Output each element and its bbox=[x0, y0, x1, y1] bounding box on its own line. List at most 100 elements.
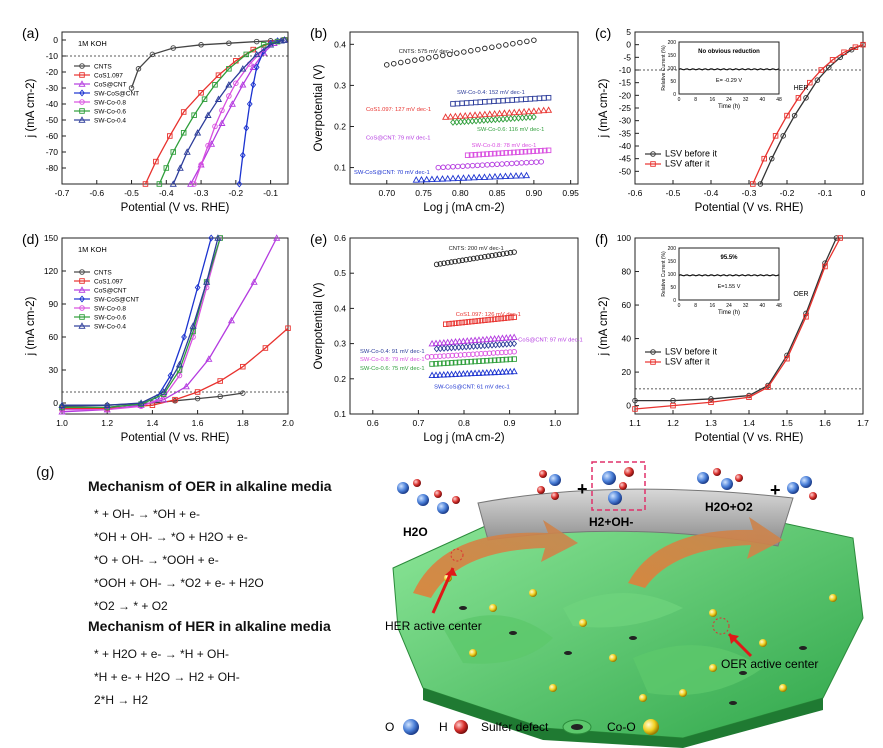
data-point bbox=[461, 111, 469, 119]
data-point bbox=[451, 370, 460, 377]
data-point bbox=[784, 112, 790, 119]
data-point bbox=[750, 181, 756, 187]
data-point bbox=[142, 181, 149, 187]
data-point bbox=[506, 367, 514, 375]
data-point bbox=[103, 401, 111, 408]
legend-marker bbox=[79, 89, 85, 97]
data-point bbox=[520, 107, 528, 115]
legend-marker bbox=[79, 108, 85, 114]
label-oer-center: OER active center bbox=[721, 657, 818, 671]
legend: CNTS CoS1.097 CoS@CNT SW-CoS@CNT SW-Co-0.8 SW… bbox=[74, 269, 139, 331]
data-point bbox=[471, 336, 479, 344]
data-point bbox=[491, 109, 499, 117]
data-point bbox=[491, 368, 499, 376]
series-sw-cos-cnt: SW-CoS@CNT: 70 mV dec-1 bbox=[354, 170, 531, 183]
data-point bbox=[479, 335, 487, 343]
chart-c: -0.6 -0.5 -0.4 -0.3 -0.2 -0.1 0-50-45-40-35-30… bbox=[595, 25, 866, 214]
data-point bbox=[708, 399, 714, 406]
data-point bbox=[194, 389, 201, 395]
data-point bbox=[426, 55, 432, 61]
data-point bbox=[405, 58, 411, 65]
panel-letter-d: (d) bbox=[22, 231, 39, 247]
x-tick-label: -0.5 bbox=[124, 188, 139, 198]
inset-trace bbox=[678, 274, 780, 277]
x-axis-label: Log j (mA cm-2) bbox=[423, 202, 504, 214]
y-tick-label: 60 bbox=[622, 300, 632, 310]
data-point bbox=[507, 149, 513, 156]
data-point bbox=[494, 349, 501, 356]
data-point bbox=[496, 251, 503, 258]
data-point bbox=[826, 64, 832, 71]
x-tick-label: 1.0 bbox=[56, 418, 68, 428]
legend-label: CoS1.097 bbox=[94, 73, 123, 80]
data-point bbox=[214, 234, 222, 241]
data-point bbox=[176, 164, 184, 171]
data-point bbox=[460, 359, 467, 365]
slope-label: SW-Co-0.8: 79 mV dec-1 bbox=[360, 357, 425, 363]
data-point bbox=[432, 371, 440, 378]
inset-x-tick: 24 bbox=[726, 97, 732, 103]
mechanism-illustration: H2O + H2+OH- H2O+O2 + HER active center … bbox=[385, 461, 864, 748]
legend-defect-hole bbox=[571, 724, 583, 730]
data-point bbox=[212, 123, 218, 130]
data-point bbox=[441, 353, 447, 359]
x-tick-label: 0.70 bbox=[379, 188, 396, 198]
data-point bbox=[472, 318, 478, 324]
slope-label: CNTS: 200 mV dec-1 bbox=[449, 246, 504, 252]
y-tick-label: 0.3 bbox=[334, 339, 346, 349]
data-point bbox=[837, 235, 843, 241]
legend-marker bbox=[79, 314, 85, 320]
data-point bbox=[170, 149, 177, 155]
data-point bbox=[478, 254, 484, 261]
data-point bbox=[250, 278, 258, 285]
data-point bbox=[541, 147, 548, 154]
data-point bbox=[205, 142, 211, 149]
data-point bbox=[468, 358, 474, 365]
x-tick-label: 0.90 bbox=[526, 188, 543, 198]
data-point bbox=[176, 367, 183, 373]
data-point bbox=[273, 234, 281, 241]
data-point bbox=[507, 356, 514, 363]
series-sw-co-0-8: SW-Co-0.8: 78 mV dec-1 bbox=[464, 143, 552, 158]
y-axis-label: j (mA cm-2) bbox=[25, 296, 37, 356]
data-point bbox=[189, 322, 197, 329]
data-point bbox=[446, 112, 455, 120]
data-point bbox=[478, 317, 485, 324]
y-tick-label: 30 bbox=[49, 365, 59, 375]
data-point bbox=[474, 351, 480, 357]
data-point bbox=[507, 349, 513, 355]
data-point bbox=[176, 372, 183, 379]
data-point bbox=[461, 49, 467, 55]
active-site-markers bbox=[431, 548, 753, 658]
label-h2o: H2O bbox=[403, 525, 428, 539]
data-point bbox=[218, 119, 226, 126]
data-point bbox=[479, 369, 487, 376]
x-tick-label: 0.85 bbox=[489, 188, 506, 198]
slope-label: SW-Co-0.8: 78 mV dec-1 bbox=[472, 143, 537, 149]
x-tick-label: 1.3 bbox=[705, 418, 717, 428]
inset-x-tick: 40 bbox=[760, 303, 766, 309]
series-sw-co-0-4: SW-Co-0.4: 91 mV dec-1 bbox=[360, 340, 518, 355]
inset-x-tick: 24 bbox=[726, 303, 732, 309]
data-point bbox=[491, 357, 498, 364]
data-point bbox=[428, 371, 436, 379]
legend-marker bbox=[79, 278, 85, 284]
data-point bbox=[429, 361, 435, 367]
data-point bbox=[495, 109, 504, 117]
data-point bbox=[530, 148, 536, 155]
x-tick-label: -0.5 bbox=[666, 188, 681, 198]
x-tick-label: 2.0 bbox=[282, 418, 294, 428]
data-point bbox=[632, 397, 638, 404]
slope-label: SW-CoS@CNT: 61 mV dec-1 bbox=[434, 384, 510, 390]
y-tick-label: -30 bbox=[619, 116, 632, 126]
y-tick-label: 5 bbox=[626, 27, 631, 37]
data-point bbox=[500, 251, 506, 257]
x-tick-label: 0.80 bbox=[452, 188, 469, 198]
data-point bbox=[484, 357, 490, 364]
data-point bbox=[632, 406, 638, 412]
y-tick-label: -40 bbox=[46, 99, 59, 109]
data-point bbox=[243, 124, 250, 132]
data-point bbox=[492, 252, 499, 258]
y-tick-label: 0.3 bbox=[334, 80, 346, 90]
y-tick-label: 150 bbox=[44, 233, 58, 243]
